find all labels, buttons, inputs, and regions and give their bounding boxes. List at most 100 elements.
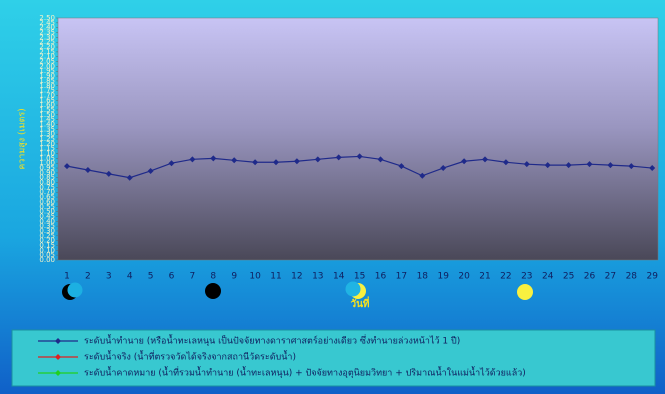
y-tick-label: 1.40	[39, 120, 55, 128]
point	[523, 161, 530, 168]
y-tick-label: 0.35	[39, 222, 55, 230]
point	[252, 159, 259, 166]
x-tick-label: 13	[312, 272, 323, 282]
y-tick-label: 1.70	[39, 91, 55, 99]
x-tick-label: 1	[64, 272, 70, 282]
point	[482, 156, 488, 163]
x-tick-label: 10	[249, 272, 261, 282]
y-tick-label: 1.15	[39, 145, 55, 153]
y-tick-label: 1.55	[39, 106, 55, 114]
y-tick-label: 1.35	[39, 125, 55, 133]
x-tick-label: 27	[605, 272, 616, 282]
x-axis-label: วันที่	[350, 296, 369, 310]
y-tick-label: 0.95	[39, 164, 55, 172]
x-tick-label: 4	[127, 272, 133, 282]
y-tick-label: 1.20	[39, 140, 55, 148]
y-tick-label: 1.95	[39, 67, 55, 75]
y-tick-label: 0.70	[39, 188, 55, 196]
x-tick-label: 8	[210, 272, 216, 282]
y-tick-label: 2.05	[39, 58, 55, 66]
legend-label: ระดับน้ำทำนาย (หรือน้ำทะเลหนุน เป็นปัจจั…	[84, 334, 460, 347]
point	[168, 160, 175, 167]
x-tick-label: 24	[542, 272, 554, 282]
point	[147, 167, 154, 174]
point	[544, 162, 551, 169]
legend-label: ระดับน้ำคาดหมาย (น้ำที่รวมน้ำทำนาย (น้ำท…	[84, 366, 526, 379]
point	[440, 165, 447, 172]
y-tick-label: 0.65	[39, 193, 55, 201]
point	[126, 174, 133, 181]
point	[293, 158, 300, 165]
y-tick-label: 0.40	[39, 217, 55, 225]
y-tick-label: 2.40	[39, 24, 55, 32]
y-tick-label: 2.10	[39, 53, 55, 61]
y-tick-label: 2.50	[39, 14, 55, 22]
y-tick-label: 0.55	[39, 203, 55, 211]
point	[502, 159, 509, 166]
y-tick-label: 2.45	[39, 19, 55, 27]
moon-icons	[62, 281, 533, 300]
y-tick-label: 2.35	[39, 29, 55, 37]
y-tick-label: 1.10	[39, 150, 55, 158]
point	[314, 156, 321, 163]
y-tick-label: 0.10	[39, 246, 55, 254]
x-tick-label: 2	[85, 272, 91, 282]
point	[64, 163, 70, 170]
y-axis-label: ความสูง (เมตร)	[18, 108, 28, 170]
x-tick-label: 22	[500, 272, 511, 282]
y-tick-label: 1.00	[39, 159, 55, 167]
y-tick-label: 0.50	[39, 208, 55, 216]
y-tick-label: 0.20	[39, 237, 55, 245]
x-tick-label: 6	[169, 272, 175, 282]
y-tick-label: 0.85	[39, 174, 55, 182]
legend-marker	[55, 370, 61, 376]
y-tick-label: 0.60	[39, 198, 55, 206]
point	[419, 172, 426, 179]
x-tick-label: 19	[437, 272, 449, 282]
y-tick-label: 0.90	[39, 169, 55, 177]
y-tick-label: 2.00	[39, 62, 55, 70]
point	[398, 163, 405, 170]
x-tick-label: 3	[106, 272, 112, 282]
plot-area	[57, 17, 659, 261]
x-tick-label: 26	[584, 272, 596, 282]
y-tick-label: 1.50	[39, 111, 55, 119]
legend-marker	[55, 338, 61, 344]
y-tick-label: 0.75	[39, 183, 55, 191]
point	[649, 165, 656, 172]
point	[461, 158, 468, 165]
y-tick-label: 2.30	[39, 33, 55, 41]
y-tick-label: 2.15	[39, 48, 55, 56]
x-tick-label: 12	[291, 272, 302, 282]
point	[565, 162, 572, 169]
y-tick-label: 1.60	[39, 101, 55, 109]
y-tick-label: 1.25	[39, 135, 55, 143]
y-tick-label: 1.75	[39, 87, 55, 95]
point	[105, 170, 112, 177]
y-tick-label: 2.25	[39, 38, 55, 46]
y-tick-label: 1.30	[39, 130, 55, 138]
x-tick-label: 21	[479, 272, 490, 282]
point	[335, 154, 342, 161]
x-tick-label: 23	[521, 272, 532, 282]
x-tick-label: 18	[417, 272, 429, 282]
y-tick-label: 1.90	[39, 72, 55, 80]
y-tick-label: 2.20	[39, 43, 55, 51]
x-tick-label: 20	[458, 272, 470, 282]
point	[273, 159, 279, 166]
x-tick-label: 25	[563, 272, 574, 282]
y-tick-label: 0.00	[39, 256, 55, 264]
y-tick-label: 1.05	[39, 154, 55, 162]
x-tick-label: 11	[270, 272, 281, 282]
legend-box	[11, 329, 656, 387]
point	[607, 162, 614, 169]
point	[210, 155, 217, 162]
y-tick-label: 0.25	[39, 232, 55, 240]
x-tick-label: 29	[646, 272, 658, 282]
y-tick-label: 1.85	[39, 77, 55, 85]
y-tick-label: 1.65	[39, 96, 55, 104]
y-tick-label: 0.45	[39, 212, 55, 220]
legend-marker	[55, 354, 61, 360]
y-tick-label: 1.45	[39, 116, 55, 124]
